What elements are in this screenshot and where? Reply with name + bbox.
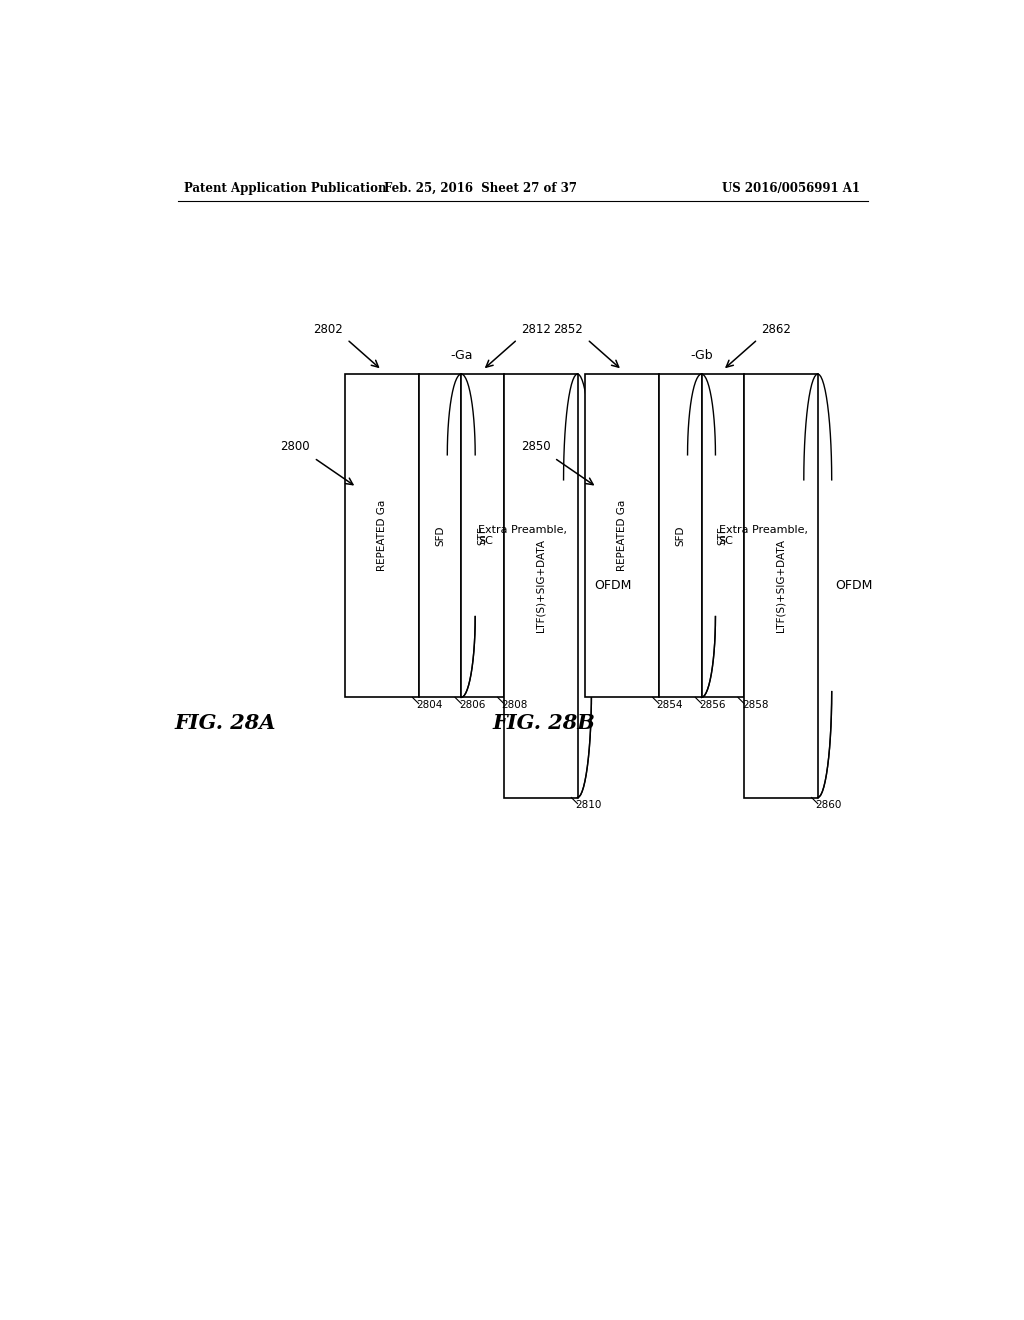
- Text: 2854: 2854: [656, 700, 683, 710]
- Text: LTF(S)+SIG+DATA: LTF(S)+SIG+DATA: [536, 540, 546, 632]
- Text: 2800: 2800: [281, 441, 310, 453]
- Text: FIG. 28B: FIG. 28B: [493, 713, 595, 733]
- Text: 2802: 2802: [313, 322, 343, 335]
- Text: 2804: 2804: [417, 700, 442, 710]
- Bar: [701, 374, 744, 697]
- Text: REPEATED Ga: REPEATED Ga: [617, 500, 627, 572]
- Text: US 2016/0056991 A1: US 2016/0056991 A1: [722, 182, 860, 194]
- Text: 2808: 2808: [502, 700, 528, 710]
- Text: SFD: SFD: [675, 525, 685, 546]
- Text: 2850: 2850: [521, 441, 550, 453]
- Bar: [345, 374, 419, 697]
- Text: 2810: 2810: [575, 800, 601, 809]
- Text: FIG. 28A: FIG. 28A: [174, 713, 276, 733]
- Bar: [461, 374, 504, 697]
- Text: Extra Preamble,
SC: Extra Preamble, SC: [719, 525, 808, 546]
- Bar: [504, 374, 578, 797]
- Text: 2860: 2860: [815, 800, 842, 809]
- Bar: [658, 374, 701, 697]
- Text: LTF(S)+SIG+DATA: LTF(S)+SIG+DATA: [776, 540, 786, 632]
- Text: 2812: 2812: [521, 322, 551, 335]
- Text: 2806: 2806: [459, 700, 485, 710]
- Text: 2856: 2856: [699, 700, 726, 710]
- Text: Patent Application Publication: Patent Application Publication: [183, 182, 386, 194]
- Text: 2852: 2852: [554, 322, 584, 335]
- Bar: [419, 374, 461, 697]
- Text: REPEATED Ga: REPEATED Ga: [377, 500, 387, 572]
- Text: STF: STF: [718, 527, 728, 545]
- Text: Feb. 25, 2016  Sheet 27 of 37: Feb. 25, 2016 Sheet 27 of 37: [384, 182, 578, 194]
- Text: OFDM: OFDM: [595, 579, 632, 593]
- Text: 2858: 2858: [741, 700, 768, 710]
- Text: STF: STF: [477, 527, 487, 545]
- Bar: [744, 374, 818, 797]
- Text: 2862: 2862: [762, 322, 792, 335]
- Text: -Gb: -Gb: [690, 350, 713, 363]
- Text: SFD: SFD: [435, 525, 445, 546]
- Bar: [586, 374, 658, 697]
- Text: OFDM: OFDM: [835, 579, 872, 593]
- Text: Extra Preamble,
SC: Extra Preamble, SC: [478, 525, 567, 546]
- Text: -Ga: -Ga: [450, 350, 472, 363]
